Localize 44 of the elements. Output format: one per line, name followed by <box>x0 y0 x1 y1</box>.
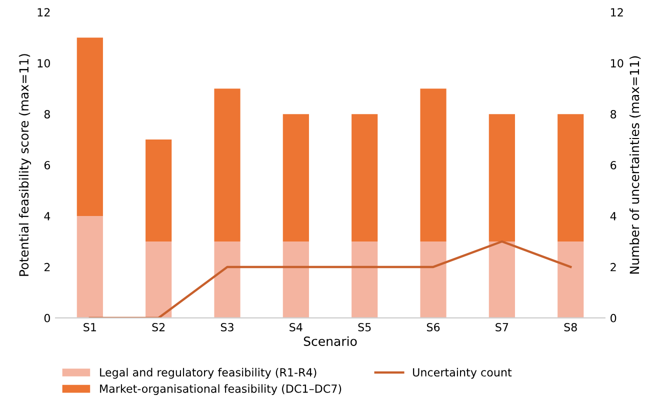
y-tick-label: 2 <box>44 262 50 272</box>
bar <box>214 88 240 242</box>
y-tick-label: 12 <box>38 8 50 16</box>
x-tick-label: S2 <box>152 322 165 332</box>
bar <box>76 38 103 216</box>
bar <box>488 114 515 242</box>
bar <box>214 241 240 318</box>
y2-tick-label: 2 <box>610 262 616 272</box>
legend-label: Market-organisational feasibility (DC1–DC7) <box>100 384 342 395</box>
bar <box>420 241 446 318</box>
y2-tick-label: 10 <box>611 59 624 68</box>
y-tick-label: 0 <box>44 314 50 322</box>
x-tick-label: S3 <box>220 322 234 332</box>
legend-label: Legal and regulatory feasibility (R1-R4) <box>100 368 316 379</box>
x-tick-label: S5 <box>358 322 371 332</box>
bar <box>76 216 103 318</box>
bar <box>282 114 309 242</box>
y2-tick-label: 0 <box>610 314 616 322</box>
y2-axis-title: Number of uncertainties (max=11) <box>630 56 641 274</box>
x-tick-label: S7 <box>496 322 508 332</box>
bar <box>352 114 378 242</box>
bar <box>282 241 309 318</box>
y-tick-label: 10 <box>38 59 50 68</box>
bar <box>146 140 172 242</box>
y2-tick-label: 12 <box>611 8 623 16</box>
legend-label: Uncertainty count <box>413 368 512 379</box>
bar <box>352 241 378 318</box>
bar <box>558 114 584 242</box>
x-tick-label: S8 <box>564 322 577 332</box>
bar <box>558 241 584 318</box>
y2-tick-label: 6 <box>610 161 616 170</box>
x-tick-label: S4 <box>290 322 302 332</box>
bar <box>488 241 515 318</box>
bar <box>146 241 172 318</box>
y-axis-title: Potential feasibility score (max=11) <box>18 54 32 276</box>
x-tick-label: S1 <box>84 322 96 332</box>
y-tick-label: 4 <box>44 212 50 220</box>
y-tick-label: 8 <box>44 110 50 118</box>
bar <box>420 88 446 242</box>
x-axis-title: Scenario <box>304 336 357 346</box>
y2-tick-label: 8 <box>610 110 616 118</box>
y2-tick-label: 4 <box>610 212 616 220</box>
x-tick-label: S6 <box>426 322 440 332</box>
y-tick-label: 6 <box>44 161 50 170</box>
